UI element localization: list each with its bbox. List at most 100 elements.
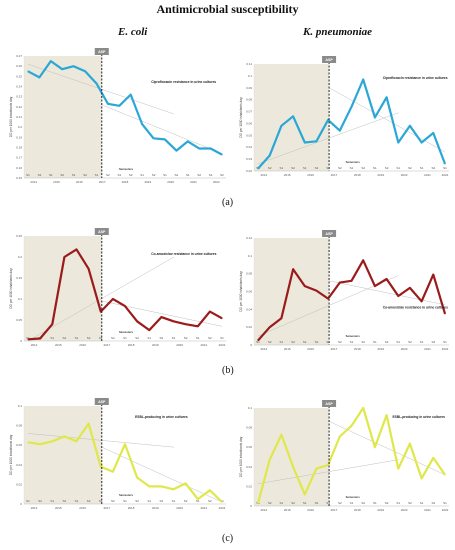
data-point [362, 407, 364, 409]
x-tick-label: S2 [63, 499, 67, 503]
y-tick-label: 0.02 [246, 325, 252, 329]
x-year-label: 2017 [99, 180, 106, 184]
x-year-label: 2020 [401, 173, 408, 177]
x-tick-label: S1 [280, 166, 284, 170]
x-tick-label: S1 [75, 336, 79, 340]
data-point [112, 471, 114, 473]
x-year-label: 2019 [377, 173, 384, 177]
y-tick-label: 0.05 [16, 318, 22, 322]
x-tick-label: S1 [196, 499, 200, 503]
y-tick-label: 0.1 [18, 404, 23, 408]
y-tick-label: 0.19 [16, 135, 22, 139]
data-point [136, 476, 138, 479]
trend-line-post [329, 280, 446, 306]
x-tick-label: S1 [256, 340, 260, 344]
x-tick-label: S2 [208, 336, 212, 340]
y-tick-label: 0.1 [248, 74, 253, 78]
y-tick-label: 0.25 [16, 74, 22, 78]
x-tick-label: S2 [431, 166, 435, 170]
x-axis-label: Semesters [346, 495, 361, 499]
x-tick-label: S1 [75, 499, 79, 503]
x-tick-label: S2 [338, 340, 342, 344]
x-tick-label: S2 [60, 173, 64, 177]
x-tick-label: S2 [385, 166, 389, 170]
y-tick-label: 0.27 [16, 54, 22, 58]
x-year-label: 2015 [284, 173, 291, 177]
data-point [124, 305, 126, 307]
x-year-label: 2020 [176, 506, 183, 510]
data-point [187, 140, 189, 142]
x-year-label: 2014 [30, 180, 37, 184]
x-tick-label: S1 [396, 166, 400, 170]
trend-line-pre [27, 256, 175, 342]
x-tick-label: S2 [184, 336, 188, 340]
data-point [304, 285, 306, 287]
data-point [160, 485, 162, 487]
x-year-label: 2021 [200, 506, 207, 510]
x-year-label: 2022 [442, 347, 449, 351]
y-tick-label: 0.06 [16, 443, 22, 447]
y-tick-label: 0.02 [246, 484, 252, 488]
y-tick-label: 0.08 [246, 272, 252, 276]
x-tick-label: S2 [111, 336, 115, 340]
x-year-label: 2016 [76, 180, 83, 184]
x-tick-label: S2 [184, 499, 188, 503]
x-tick-label: S2 [361, 340, 365, 344]
y-tick-label: 0.16 [16, 166, 22, 170]
y-tick-label: 0.08 [16, 424, 22, 428]
data-point [385, 96, 388, 98]
y-tick-label: 0.08 [246, 98, 252, 102]
x-tick-label: S1 [396, 340, 400, 344]
x-year-label: 2017 [331, 347, 338, 351]
data-point [51, 323, 53, 325]
x-tick-label: S1 [373, 501, 377, 505]
x-tick-label: S2 [315, 501, 319, 505]
x-year-label: 2021 [190, 180, 197, 184]
x-year-label: 2014 [31, 343, 38, 347]
pre-asp-region [254, 408, 330, 506]
chart-annotation: Ciprofloxacin resistance in urine cultur… [151, 80, 216, 84]
x-tick-label: S2 [63, 336, 67, 340]
data-point [185, 323, 187, 325]
data-point [172, 488, 175, 490]
chart-annotation: ESBL-producing in urine cultures [392, 415, 445, 419]
y-tick-label: 0.17 [16, 156, 22, 160]
chart-annotation: Co-amoxiclav resistance in urine culture… [151, 252, 216, 256]
x-tick-label: S2 [431, 340, 435, 344]
x-year-label: 2015 [284, 508, 291, 512]
x-tick-label: S1 [303, 166, 307, 170]
x-year-label: 2017 [103, 343, 110, 347]
x-tick-label: S2 [220, 173, 224, 177]
asp-label: ASP [325, 232, 333, 236]
data-point [185, 482, 187, 485]
x-tick-label: S2 [408, 501, 412, 505]
data-point [269, 326, 271, 328]
column-title-ecoli: E. coli [118, 26, 148, 38]
x-year-label: 2022 [442, 508, 449, 512]
x-tick-label: S1 [420, 166, 424, 170]
asp-label: ASP [98, 230, 106, 234]
data-point [63, 435, 65, 437]
data-point [84, 70, 86, 72]
x-tick-label: S1 [373, 166, 377, 170]
x-tick-label: S1 [303, 501, 307, 505]
data-point [148, 485, 150, 487]
x-tick-label: S1 [396, 501, 400, 505]
x-tick-label: S1 [350, 166, 354, 170]
x-tick-label: S1 [443, 501, 447, 505]
x-year-label: 2019 [152, 506, 159, 510]
x-tick-label: S2 [315, 166, 319, 170]
data-point [292, 115, 294, 117]
y-axis-label: DD per 1000 inhabitants day [239, 271, 243, 312]
x-tick-label: S1 [49, 173, 53, 177]
trend-line-pre [27, 63, 174, 115]
figure-title: Antimicrobial susceptibility [156, 2, 299, 16]
x-year-label: 2018 [122, 180, 129, 184]
x-tick-label: S2 [268, 166, 272, 170]
x-axis-label: Semesters [119, 330, 134, 334]
x-year-label: 2016 [79, 506, 86, 510]
data-point [63, 256, 65, 258]
y-tick-label: 0.18 [16, 146, 22, 150]
x-year-label: 2017 [103, 506, 110, 510]
data-point [27, 338, 29, 340]
